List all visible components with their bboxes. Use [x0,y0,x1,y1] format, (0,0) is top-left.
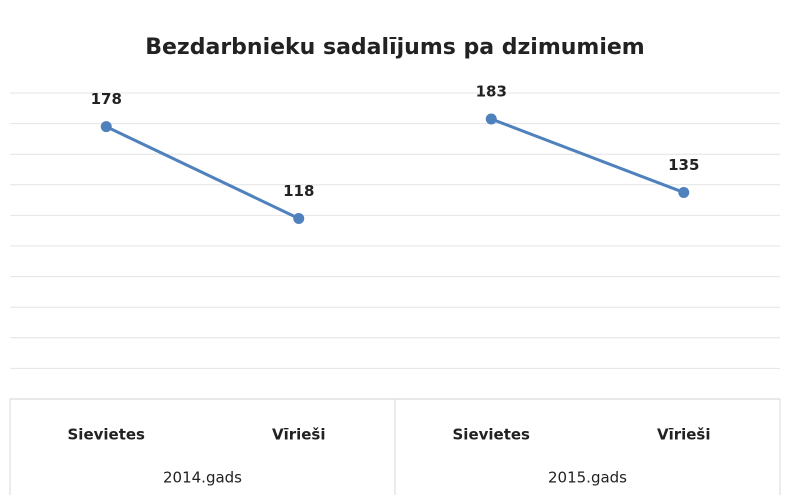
point [100,121,112,133]
data-label: 178 [91,90,122,108]
line [490,117,685,194]
group-label: 2014.gads [163,469,242,487]
point [293,212,305,224]
line [105,125,300,220]
x-tick-label: Vīrieši [272,426,326,444]
data-label: 135 [668,156,699,174]
chart-title: Bezdarbnieku sadalījums pa dzimumiem [145,35,645,60]
point [678,186,690,198]
group-label: 2015.gads [548,469,627,487]
x-tick-label: Sievietes [68,426,146,444]
point [485,113,497,125]
x-tick-label: Sievietes [453,426,531,444]
data-label: 118 [283,182,314,200]
data-label: 183 [476,83,507,101]
x-tick-label: Vīrieši [657,426,711,444]
